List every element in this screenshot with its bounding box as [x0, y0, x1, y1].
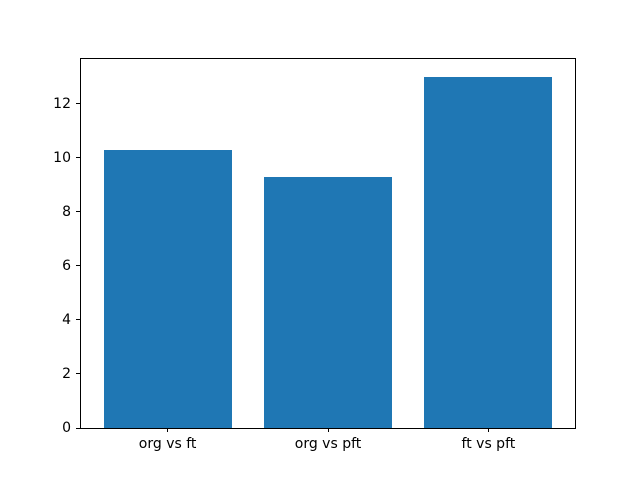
y-tick-mark	[76, 319, 80, 321]
y-tick-mark	[76, 265, 80, 267]
x-tick-label: ft vs pft	[461, 436, 516, 452]
x-tick-mark	[167, 428, 169, 432]
bar-org-vs-pft	[263, 176, 393, 428]
x-tick-label: org vs pft	[294, 436, 362, 452]
bar-org-vs-ft	[103, 149, 232, 428]
y-tick-label: 2	[62, 365, 71, 382]
x-tick-mark	[327, 428, 329, 432]
bar-ft-vs-pft	[424, 76, 553, 428]
y-tick-mark	[76, 103, 80, 105]
y-tick-label: 4	[62, 311, 71, 328]
y-tick-label: 12	[53, 95, 71, 112]
y-tick-label: 10	[53, 149, 71, 166]
y-tick-mark	[76, 157, 80, 159]
x-tick-mark	[487, 428, 489, 432]
x-tick-label: org vs ft	[138, 436, 197, 452]
y-tick-label: 0	[62, 420, 71, 436]
y-tick-label: 6	[62, 257, 71, 274]
y-tick-mark	[76, 211, 80, 213]
y-tick-mark	[76, 373, 80, 375]
plot-area: 0 2 4 6 8 10 12 org vs ft org vs pft ft vs pft	[53, 58, 576, 452]
y-tick-label: 8	[62, 203, 71, 220]
y-tick-mark	[76, 427, 80, 429]
